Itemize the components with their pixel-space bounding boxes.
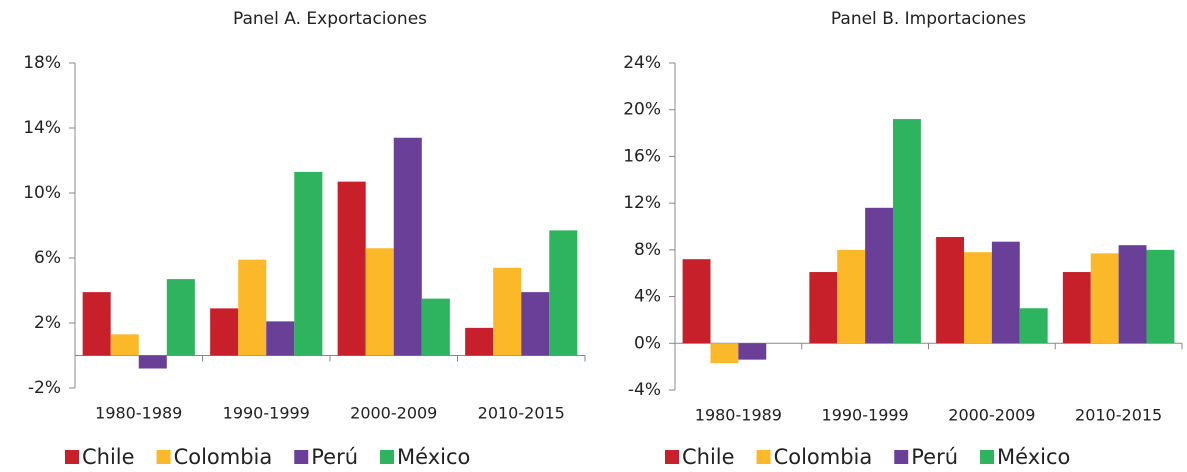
legend-label: Perú (311, 445, 358, 469)
y-tick-label: 14% (23, 118, 61, 138)
y-tick-label: 4% (634, 287, 661, 307)
legend-swatch (980, 450, 995, 464)
y-tick-label: -2% (28, 378, 61, 398)
bar (710, 343, 739, 364)
bar (393, 137, 422, 356)
x-tick-label: 1980-1989 (695, 406, 782, 425)
bar (110, 334, 139, 356)
bar (421, 298, 450, 356)
legend-label: Chile (682, 445, 735, 469)
x-tick-label: 1990-1999 (822, 406, 909, 425)
x-tick-label: 1990-1999 (223, 404, 310, 423)
legend-label: México (997, 445, 1070, 469)
y-tick-label: 16% (623, 146, 661, 166)
bar (1019, 308, 1048, 344)
bar (682, 259, 711, 344)
chart-title: Panel A. Exportaciones (233, 9, 427, 29)
legend-swatch (380, 450, 395, 464)
y-tick-label: 20% (623, 100, 661, 120)
legend-swatch (894, 450, 909, 464)
bar (991, 241, 1020, 344)
legend-label: Perú (911, 445, 958, 469)
legend-swatch (756, 450, 771, 464)
chart-title: Panel B. Importaciones (831, 9, 1026, 29)
bar (238, 259, 267, 356)
y-tick-label: 0% (634, 333, 661, 353)
bar (210, 308, 239, 356)
bar (266, 321, 295, 356)
bar (936, 237, 964, 344)
bar (549, 230, 578, 356)
bar (1090, 253, 1119, 344)
legend-swatch (156, 450, 171, 464)
bar (521, 292, 550, 356)
legend-label: Colombia (174, 445, 273, 469)
x-tick-label: 2000-2009 (948, 406, 1035, 425)
bar (738, 343, 767, 360)
y-tick-label: 8% (634, 240, 661, 260)
y-tick-label: 6% (34, 248, 61, 268)
legend-swatch (65, 450, 79, 464)
bar (166, 279, 195, 356)
y-tick-label: 2% (34, 313, 61, 333)
bar (809, 272, 838, 344)
legend-swatch (665, 450, 679, 464)
y-tick-label: 24% (623, 53, 661, 73)
bar (1118, 245, 1147, 344)
legend-swatch (294, 450, 309, 464)
y-tick-label: 18% (23, 53, 61, 73)
legend-label: México (397, 445, 470, 469)
legend-label: Colombia (774, 445, 873, 469)
bar (294, 171, 323, 356)
x-tick-label: 1980-1989 (95, 404, 182, 423)
bar (337, 181, 366, 356)
legend-label: Chile (82, 445, 135, 469)
bar (837, 249, 866, 344)
bar (138, 355, 167, 369)
x-tick-label: 2000-2009 (350, 404, 437, 423)
bar (963, 252, 992, 344)
y-tick-label: 12% (623, 193, 661, 213)
bar (493, 267, 522, 356)
bar (82, 292, 111, 356)
bar (1062, 272, 1091, 344)
bar (1146, 249, 1175, 344)
bar (465, 327, 494, 356)
bar (865, 207, 894, 344)
y-tick-label: -4% (628, 380, 661, 400)
x-tick-label: 2010-2015 (478, 404, 565, 423)
y-tick-label: 10% (23, 183, 61, 203)
bar (365, 248, 394, 356)
bar (893, 119, 921, 344)
x-tick-label: 2010-2015 (1075, 406, 1162, 425)
